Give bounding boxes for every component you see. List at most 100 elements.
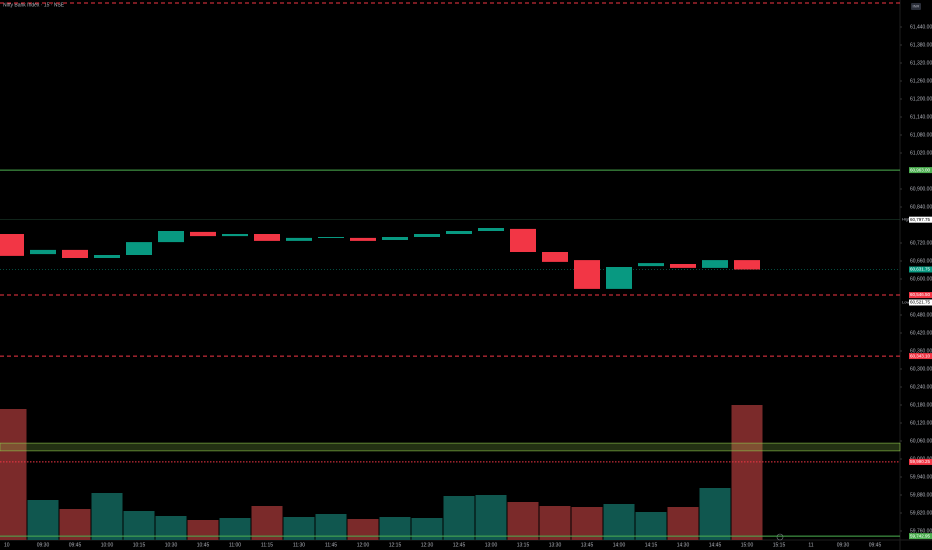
x-tick-label: 09:30 <box>37 542 50 548</box>
candle-body <box>94 255 120 258</box>
candle-body <box>126 242 152 255</box>
candle-body <box>190 231 216 237</box>
candle-body <box>734 260 760 270</box>
y-tick-label: 59,880.00 <box>910 492 932 498</box>
volume-bar <box>475 495 507 540</box>
volume-bar <box>731 405 763 540</box>
y-tick-label: 60,840.00 <box>910 204 932 210</box>
volume-bar <box>571 507 603 540</box>
y-tick-label: 60,600.00 <box>910 276 932 282</box>
y-tick-label: 61,320.00 <box>910 60 932 66</box>
x-tick-label: 10:15 <box>133 542 146 548</box>
candle-body <box>30 249 56 255</box>
candle-body <box>254 234 280 241</box>
volume-bar <box>187 520 219 540</box>
replay-icon[interactable] <box>776 533 784 541</box>
candle-body <box>574 260 600 289</box>
level-tag <box>909 353 932 360</box>
x-tick-label: 13:30 <box>549 542 562 548</box>
low-tag-label: Low <box>902 300 909 305</box>
y-tick-label: 61,260.00 <box>910 78 932 84</box>
volume-bar <box>59 509 91 540</box>
x-tick-label: 10:00 <box>101 542 114 548</box>
x-tick-label: 15:00 <box>741 542 754 548</box>
x-tick-label: 11 <box>808 542 813 548</box>
x-tick-label: 14:15 <box>645 542 658 548</box>
x-tick-label: 14:45 <box>709 542 722 548</box>
y-tick-label: 60,300.00 <box>910 366 932 372</box>
volume-bar <box>123 511 155 540</box>
x-tick-label: 12:45 <box>453 542 466 548</box>
y-tick-label: 59,820.00 <box>910 510 932 516</box>
candle-body <box>222 234 248 237</box>
level-tag <box>909 292 932 299</box>
y-tick-label: 61,080.00 <box>910 132 932 138</box>
y-tick-label: 61,140.00 <box>910 114 932 120</box>
y-tick-label: 60,360.00 <box>910 348 932 354</box>
y-tick-label: 60,240.00 <box>910 384 932 390</box>
level-label: 59,990.25 <box>910 459 931 464</box>
x-tick-label: 10:45 <box>197 542 210 548</box>
y-tick-label: 60,420.00 <box>910 330 932 336</box>
volume-bar <box>699 488 731 540</box>
candle-body <box>606 267 632 289</box>
y-tick-label: 60,900.00 <box>910 186 932 192</box>
y-tick-label: 59,760.00 <box>910 528 932 534</box>
chart-title: Nifty Bank Index · 15 · NSE <box>3 2 65 8</box>
y-tick-label: 61,200.00 <box>910 96 932 102</box>
level-label: 60,343.10 <box>910 353 931 358</box>
x-tick-label: 14:00 <box>613 542 626 548</box>
candle-body <box>0 234 24 256</box>
high-tag-box <box>909 216 932 223</box>
y-tick-label: 60,180.00 <box>910 402 932 408</box>
y-tick-label: 59,940.00 <box>910 474 932 480</box>
candle-body <box>478 228 504 231</box>
y-tick-label: 60,720.00 <box>910 240 932 246</box>
candle-body <box>542 252 568 262</box>
x-tick-label: 15:15 <box>773 542 786 548</box>
volume-bar <box>603 504 635 540</box>
y-tick-label: 60,120.00 <box>910 420 932 426</box>
level-tag <box>909 167 932 174</box>
x-tick-label: 12:30 <box>421 542 434 548</box>
candle-body <box>670 264 696 268</box>
level-label: 60,546.50 <box>910 292 931 297</box>
x-tick-label: 10:30 <box>165 542 178 548</box>
x-tick-label: 10 <box>4 542 10 548</box>
x-tick-label: 13:15 <box>517 542 530 548</box>
volume-bar <box>251 506 283 540</box>
y-tick-label: 60,480.00 <box>910 312 932 318</box>
volume-bar <box>635 512 667 540</box>
high-tag-value: 60,797.75 <box>910 217 931 222</box>
level-label: 60,963.00 <box>910 167 931 172</box>
level-label: 59,742.95 <box>910 533 931 538</box>
volume-bar <box>667 507 699 540</box>
y-tick-label: 60,060.00 <box>910 438 932 444</box>
volume-bar <box>283 517 315 540</box>
candle-body <box>510 228 536 252</box>
last-price-tag <box>909 266 932 273</box>
candle-body <box>446 231 472 234</box>
candle-body <box>638 263 664 267</box>
x-tick-label: 11:30 <box>293 542 305 548</box>
y-tick-label: 61,020.00 <box>910 150 932 156</box>
currency-badge[interactable] <box>911 3 921 10</box>
x-tick-label: 09:30 <box>837 542 850 548</box>
candle-body <box>158 231 184 243</box>
x-tick-label: 09:45 <box>69 542 82 548</box>
x-tick-label: 09:45 <box>869 542 882 548</box>
y-tick-label: 60,660.00 <box>910 258 932 264</box>
x-tick-label: 11:45 <box>325 542 337 548</box>
candle-body <box>318 237 344 238</box>
x-tick-label: 12:00 <box>357 542 370 548</box>
volume-bar <box>443 496 475 540</box>
level-tag <box>909 458 932 465</box>
volume-bar <box>507 502 539 540</box>
x-tick-label: 11:00 <box>229 542 241 548</box>
y-tick-label: 61,440.00 <box>910 24 932 30</box>
candle-body <box>702 260 728 268</box>
candle-body <box>414 234 440 237</box>
low-tag-box <box>909 299 932 306</box>
x-tick-label: 13:00 <box>485 542 498 548</box>
